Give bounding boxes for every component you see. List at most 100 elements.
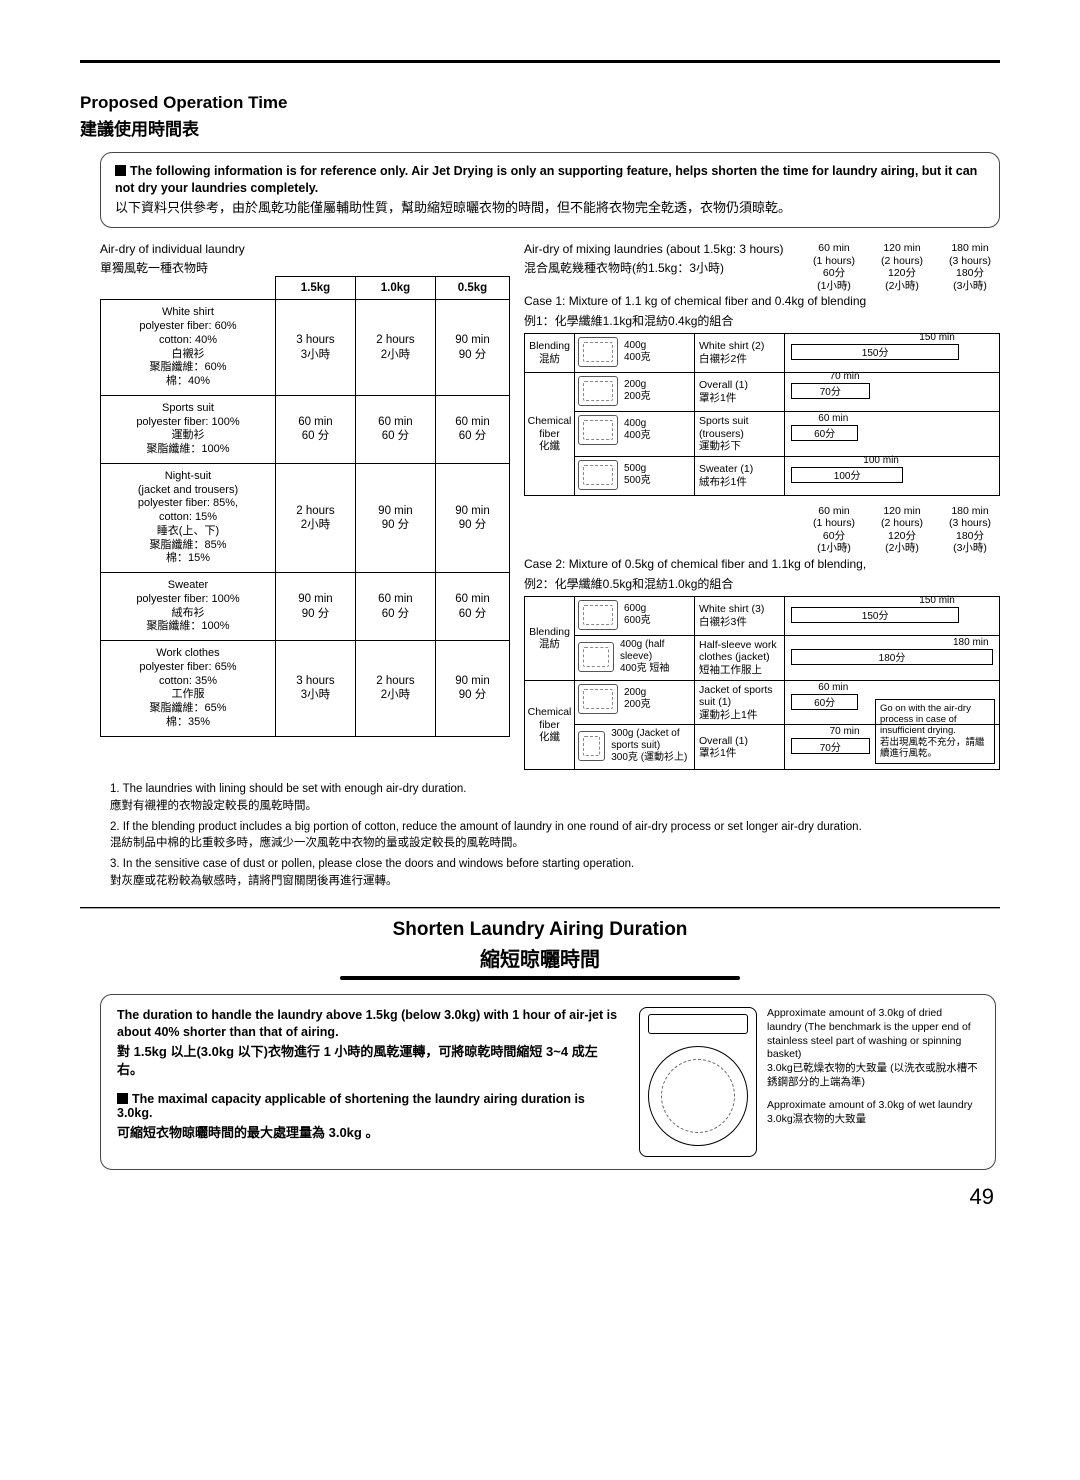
shorten-r2-en: Approximate amount of 3.0kg of wet laund… [767,1099,979,1113]
timeline-header: 60 min(1 hours)60分(1小時)120 min(2 hours)1… [804,505,1000,555]
duration-bar: 150分 [791,344,959,360]
shorten-title-en: Shorten Laundry Airing Duration [80,919,1000,941]
right-title-zh: 混合風乾幾種衣物時(約1.5kg：3小時) [524,259,798,276]
shorten-r1-en: Approximate amount of 3.0kg of dried lau… [767,1007,979,1062]
garment-sketch-icon [578,731,605,761]
bar-label: 70 min [830,726,860,737]
axis-label: 120 min(2 hours)120分(2小時) [872,242,932,292]
axis-label: 180 min(3 hours)180分(3小時) [940,242,1000,292]
mix-category: Blending混紡 [525,597,575,680]
case-title-zh: 例2：化學纖維0.5kg和混紡1.0kg的組合 [524,575,1000,592]
case2-block: 60 min(1 hours)60分(1小時)120 min(2 hours)1… [524,505,1000,771]
intro-en: The following information is for referen… [115,163,985,197]
case-title-zh: 例1：化學纖維1.1kg和混紡0.4kg的組合 [524,312,1000,329]
bar-label: 150 min [919,332,955,343]
mix-weight: 500g500克 [575,457,695,495]
mix-weight: 300g (Jacket of sports suit)300克 (運動衫上) [575,725,695,769]
mix-weight: 200g200克 [575,681,695,725]
mix-item-row: 600g600克White shirt (3)白襯衫3件150分150 min [575,597,999,635]
cell-value: 3 hours3小時 [275,641,355,737]
cell-value: 90 min90 分 [435,463,509,572]
title-underline [340,976,740,980]
mix-item-name: Half-sleeve work clothes (jacket)短袖工作服上 [695,636,785,680]
axis-label: 60 min(1 hours)60分(1小時) [804,242,864,292]
row-desc: Night-suit(jacket and trousers)polyester… [101,463,276,572]
shorten-p2-zh: 可縮短衣物晾曬時間的最大處理量為 3.0kg 。 [117,1122,621,1141]
mix-weight: 600g600克 [575,597,695,635]
cell-value: 90 min90 分 [435,300,509,396]
note-item: 2. If the blending product includes a bi… [110,819,980,852]
shorten-left: The duration to handle the laundry above… [117,1007,621,1157]
garment-sketch-icon [578,600,618,630]
mix-bar-cell: 150分150 min [785,597,999,635]
row-desc: Sweaterpolyester fiber: 100%絨布衫聚脂纖維：100% [101,573,276,641]
mix-item-name: Overall (1)罩衫1件 [695,373,785,411]
mix-item-name: White shirt (2)白襯衫2件 [695,334,785,372]
mix-category: Blending混紡 [525,334,575,372]
mix-weight: 400g400克 [575,334,695,372]
section-divider [80,907,1000,909]
right-panel: Air-dry of mixing laundries (about 1.5kg… [524,242,1000,770]
mix-item-name: White shirt (3)白襯衫3件 [695,597,785,635]
mix-bar-cell: 60分60 minGo on with the air-dry process … [785,681,999,725]
mix-group: Blending混紡400g400克White shirt (2)白襯衫2件15… [524,333,1000,373]
duration-bar: 60分 [791,694,858,710]
mix-item-name: Sweater (1)絨布衫1件 [695,457,785,495]
section-title-zh: 建議使用時間表 [80,115,1000,140]
col-header: 1.5kg [275,276,355,299]
case1-block: Case 1: Mixture of 1.1 kg of chemical fi… [524,294,1000,495]
shorten-p1-zh: 對 1.5kg 以上(3.0kg 以下)衣物進行 1 小時的風乾運轉，可將晾乾時… [117,1043,621,1079]
mix-weight: 400g400克 [575,412,695,456]
shorten-p2-en: The maximal capacity applicable of short… [117,1092,621,1120]
left-table-col: Air-dry of individual laundry 單獨風乾一種衣物時 … [100,242,510,770]
garment-sketch-icon [578,460,618,490]
machine-drum-icon [648,1046,748,1146]
mix-item-row: 400g400克Sports suit (trousers)運動衫下60分60 … [575,411,999,456]
mix-category: Chemical fiber化纖 [525,681,575,770]
cell-value: 2 hours2小時 [275,463,355,572]
duration-bar: 180分 [791,649,993,665]
mix-bar-cell: 180分180 min [785,636,999,680]
mix-item-row: 200g200克Jacket of sports suit (1)運動衫上1件6… [575,681,999,725]
cell-value: 60 min60 分 [275,395,355,463]
axis-label: 180 min(3 hours)180分(3小時) [940,505,1000,555]
mix-group: Chemical fiber化纖200g200克Jacket of sports… [524,680,1000,771]
bar-label: 60 min [818,682,848,693]
case-title-en: Case 1: Mixture of 1.1 kg of chemical fi… [524,294,1000,310]
timeline-header: 60 min(1 hours)60分(1小時)120 min(2 hours)1… [804,242,1000,292]
duration-bar: 70分 [791,738,870,754]
note-item: 1. The laundries with lining should be s… [110,781,980,814]
bar-label: 100 min [863,455,899,466]
notes: 1. The laundries with lining should be s… [110,781,980,889]
cell-value: 60 min60 分 [435,573,509,641]
mix-bar-cell: 70分70 min [785,373,999,411]
left-table-title-zh: 單獨風乾一種衣物時 [100,259,510,276]
col-header: 0.5kg [435,276,509,299]
row-desc: White shirtpolyester fiber: 60%cotton: 4… [101,300,276,396]
bar-label: 70 min [830,371,860,382]
section-title-en: Proposed Operation Time [80,93,1000,113]
case-title-en: Case 2: Mixture of 0.5kg of chemical fib… [524,557,1000,573]
shorten-r1-zh: 3.0kg已乾燥衣物的大致量 (以洗衣或脫水槽不銹鋼部分的上端為準) [767,1062,979,1089]
cell-value: 60 min60 分 [355,573,435,641]
cell-value: 2 hours2小時 [355,300,435,396]
shorten-p1-en: The duration to handle the laundry above… [117,1007,621,1041]
note-item: 3. In the sensitive case of dust or poll… [110,856,980,889]
bar-label: 60 min [818,413,848,424]
cell-value: 3 hours3小時 [275,300,355,396]
mix-category: Chemical fiber化纖 [525,373,575,495]
bar-label: 150 min [919,595,955,606]
cell-value: 60 min60 分 [435,395,509,463]
mix-item-row: 200g200克Overall (1)罩衫1件70分70 min [575,373,999,411]
mix-item-row: 500g500克Sweater (1)絨布衫1件100分100 min [575,456,999,495]
mix-bar-cell: 150分150 min [785,334,999,372]
axis-label: 60 min(1 hours)60分(1小時) [804,505,864,555]
axis-label: 120 min(2 hours)120分(2小時) [872,505,932,555]
row-desc: Work clothespolyester fiber: 65%cotton: … [101,641,276,737]
cell-value: 90 min90 分 [435,641,509,737]
garment-sketch-icon [578,337,618,367]
mix-bar-cell: 70分70 min [785,725,999,769]
garment-sketch-icon [578,684,618,714]
shorten-r1: Approximate amount of 3.0kg of dried lau… [767,1007,979,1089]
cell-value: 60 min60 分 [355,395,435,463]
